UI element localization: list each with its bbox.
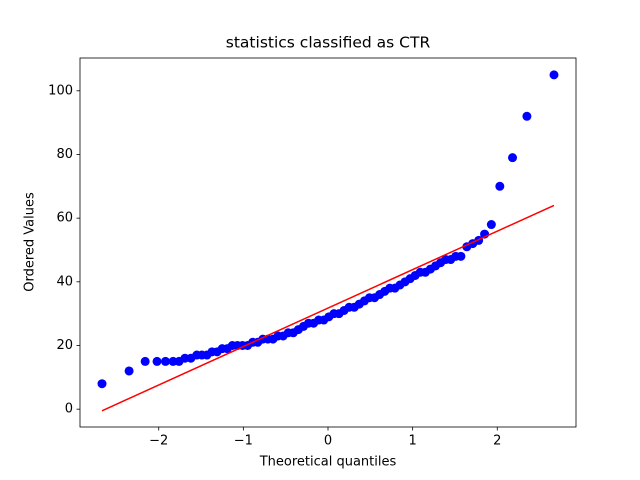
x-tick-label: 2 bbox=[493, 434, 501, 449]
y-tick-label: 20 bbox=[56, 338, 73, 353]
plot-frame bbox=[79, 57, 577, 428]
data-point bbox=[495, 181, 505, 191]
data-point bbox=[456, 251, 466, 261]
data-point bbox=[140, 356, 150, 366]
data-point bbox=[152, 356, 162, 366]
x-tick-label: −1 bbox=[234, 434, 253, 449]
y-tick-label: 80 bbox=[56, 147, 73, 162]
data-point bbox=[508, 153, 518, 163]
data-point bbox=[97, 379, 107, 389]
data-point bbox=[160, 356, 170, 366]
chart-title: statistics classified as CTR bbox=[226, 34, 431, 52]
x-tick-label: 0 bbox=[324, 434, 332, 449]
y-tick-label: 100 bbox=[48, 83, 73, 98]
data-point bbox=[124, 366, 134, 376]
x-axis-label: Theoretical quantiles bbox=[259, 455, 397, 470]
data-point bbox=[549, 70, 559, 80]
data-point bbox=[486, 220, 496, 230]
y-axis-label: Ordered Values bbox=[23, 192, 38, 292]
x-tick-label: 1 bbox=[409, 434, 417, 449]
fit-line bbox=[101, 204, 555, 412]
y-tick-label: 0 bbox=[65, 402, 73, 417]
y-tick-label: 40 bbox=[56, 274, 73, 289]
y-tick-label: 60 bbox=[56, 211, 73, 226]
data-point bbox=[522, 111, 532, 121]
x-tick-label: −2 bbox=[149, 434, 168, 449]
